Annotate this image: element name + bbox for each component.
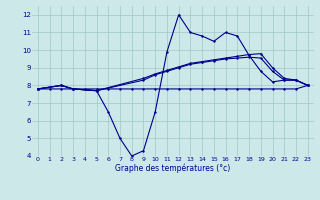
X-axis label: Graphe des températures (°c): Graphe des températures (°c) (115, 163, 230, 173)
